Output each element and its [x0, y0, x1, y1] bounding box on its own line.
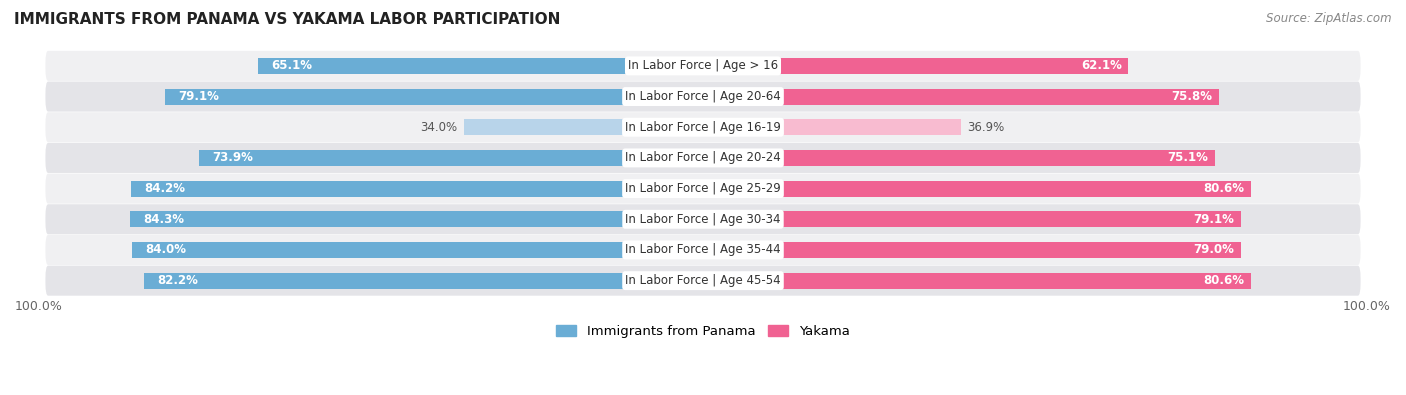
- Bar: [165, 88, 690, 105]
- Bar: [257, 58, 690, 74]
- Bar: [145, 273, 690, 289]
- Bar: [464, 119, 690, 135]
- FancyBboxPatch shape: [45, 235, 1361, 265]
- Bar: [716, 242, 1240, 258]
- Text: 84.2%: 84.2%: [145, 182, 186, 195]
- FancyBboxPatch shape: [45, 81, 1361, 112]
- Text: 79.0%: 79.0%: [1194, 243, 1234, 256]
- Text: 84.3%: 84.3%: [143, 213, 184, 226]
- Text: In Labor Force | Age 45-54: In Labor Force | Age 45-54: [626, 274, 780, 287]
- Text: In Labor Force | Age 20-24: In Labor Force | Age 20-24: [626, 151, 780, 164]
- Text: 79.1%: 79.1%: [179, 90, 219, 103]
- Text: 82.2%: 82.2%: [157, 274, 198, 287]
- Text: 73.9%: 73.9%: [212, 151, 253, 164]
- Text: In Labor Force | Age 35-44: In Labor Force | Age 35-44: [626, 243, 780, 256]
- Bar: [200, 150, 690, 166]
- Text: 65.1%: 65.1%: [271, 59, 312, 72]
- Legend: Immigrants from Panama, Yakama: Immigrants from Panama, Yakama: [551, 320, 855, 343]
- Text: 36.9%: 36.9%: [967, 121, 1005, 134]
- FancyBboxPatch shape: [45, 204, 1361, 234]
- Text: 62.1%: 62.1%: [1081, 59, 1122, 72]
- Bar: [131, 181, 690, 197]
- Text: 84.0%: 84.0%: [145, 243, 187, 256]
- Bar: [132, 242, 690, 258]
- Text: In Labor Force | Age > 16: In Labor Force | Age > 16: [628, 59, 778, 72]
- Text: 75.8%: 75.8%: [1171, 90, 1212, 103]
- Text: IMMIGRANTS FROM PANAMA VS YAKAMA LABOR PARTICIPATION: IMMIGRANTS FROM PANAMA VS YAKAMA LABOR P…: [14, 12, 561, 27]
- Bar: [716, 58, 1129, 74]
- Text: Source: ZipAtlas.com: Source: ZipAtlas.com: [1267, 12, 1392, 25]
- FancyBboxPatch shape: [45, 112, 1361, 142]
- Bar: [716, 150, 1215, 166]
- FancyBboxPatch shape: [45, 265, 1361, 296]
- Bar: [716, 119, 960, 135]
- Text: In Labor Force | Age 16-19: In Labor Force | Age 16-19: [626, 121, 780, 134]
- Text: 80.6%: 80.6%: [1204, 274, 1244, 287]
- Text: 34.0%: 34.0%: [420, 121, 457, 134]
- Bar: [716, 273, 1251, 289]
- FancyBboxPatch shape: [45, 51, 1361, 81]
- FancyBboxPatch shape: [45, 173, 1361, 204]
- Text: In Labor Force | Age 25-29: In Labor Force | Age 25-29: [626, 182, 780, 195]
- FancyBboxPatch shape: [45, 143, 1361, 173]
- Bar: [716, 88, 1219, 105]
- Bar: [131, 211, 690, 227]
- Text: In Labor Force | Age 20-64: In Labor Force | Age 20-64: [626, 90, 780, 103]
- Bar: [716, 211, 1241, 227]
- Text: 79.1%: 79.1%: [1194, 213, 1234, 226]
- Text: 75.1%: 75.1%: [1167, 151, 1208, 164]
- Text: 80.6%: 80.6%: [1204, 182, 1244, 195]
- Text: In Labor Force | Age 30-34: In Labor Force | Age 30-34: [626, 213, 780, 226]
- Bar: [716, 181, 1251, 197]
